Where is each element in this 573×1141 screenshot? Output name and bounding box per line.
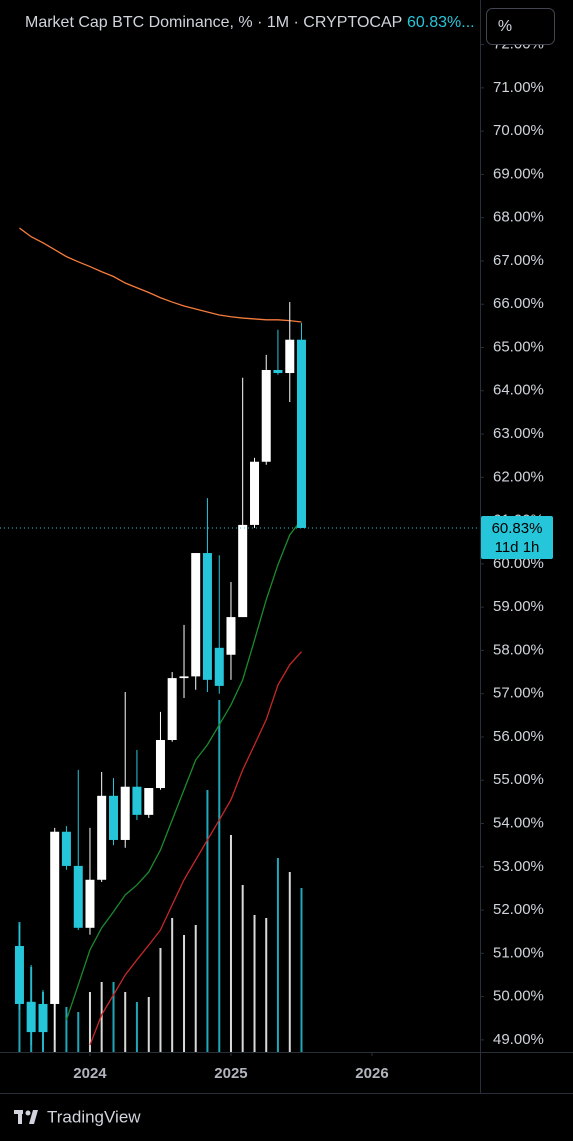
- candle-body: [261, 369, 271, 462]
- y-tick-label: 57.00%: [493, 685, 544, 702]
- candle-body: [38, 1003, 48, 1033]
- candle-body: [85, 879, 95, 928]
- volume-bar: [241, 885, 244, 1052]
- volume-bar: [112, 982, 115, 1052]
- candle-body: [50, 831, 60, 1004]
- y-tick-label: 49.00%: [493, 1031, 544, 1048]
- y-tick-label: 64.00%: [493, 382, 544, 399]
- volume-bar: [135, 1002, 138, 1052]
- candle-body: [179, 676, 189, 679]
- logo-part: [25, 1110, 31, 1116]
- candle-body: [144, 788, 154, 815]
- candle-body: [202, 553, 212, 680]
- y-tick-label: 54.00%: [493, 814, 544, 831]
- y-tick-label: 60.00%: [493, 555, 544, 572]
- volume-bar: [100, 982, 103, 1052]
- y-tick-label: 65.00%: [493, 338, 544, 355]
- x-tick-label: 2024: [73, 1065, 107, 1082]
- volume-bar: [265, 918, 268, 1052]
- volume-bar: [194, 925, 197, 1052]
- volume-bar: [147, 997, 150, 1052]
- y-tick-label: 69.00%: [493, 165, 544, 182]
- y-tick-label: 67.00%: [493, 252, 544, 269]
- x-tick-label: 2025: [214, 1065, 247, 1082]
- y-tick-label: 51.00%: [493, 944, 544, 961]
- y-tick-label: 71.00%: [493, 79, 544, 96]
- y-tick-label: 70.00%: [493, 122, 544, 139]
- candle-body: [120, 786, 130, 840]
- candle-body: [214, 647, 224, 686]
- ma-line: [65, 519, 302, 1021]
- axes: 49.00% 50.00% 51.00% 52.00% 53.00% 54.00% 55.0…: [73, 36, 553, 1082]
- volume-bar: [183, 935, 186, 1052]
- candle-body: [97, 795, 107, 880]
- logo-part: [29, 1110, 38, 1124]
- candle-body: [73, 865, 83, 928]
- candle-body: [273, 369, 283, 374]
- candle-body: [250, 461, 260, 525]
- candle-body: [26, 1001, 36, 1033]
- volume-bar: [253, 915, 256, 1052]
- volume-bar: [88, 992, 91, 1052]
- price-label: 60.83%: [492, 520, 543, 537]
- y-tick-label: 68.00%: [493, 209, 544, 226]
- volume-bar: [300, 888, 303, 1052]
- volume-bar: [171, 918, 174, 1052]
- y-tick-label: 63.00%: [493, 425, 544, 442]
- candle-body: [191, 553, 201, 677]
- logo: [14, 1110, 38, 1124]
- y-tick-label: 59.00%: [493, 598, 544, 615]
- volume-bar: [206, 790, 209, 1052]
- volume-bar: [159, 948, 162, 1052]
- x-tick-label: 2026: [355, 1065, 388, 1082]
- countdown: 11d 1h: [495, 539, 540, 556]
- candle-body: [167, 678, 177, 740]
- y-tick-label: 58.00%: [493, 641, 544, 658]
- candle-body: [296, 339, 306, 528]
- header-value: 60.83%...: [407, 14, 475, 31]
- plot-area: [0, 227, 480, 1052]
- brand: TradingView: [47, 1107, 141, 1126]
- volume-bar: [288, 872, 291, 1052]
- candle-body: [155, 739, 165, 789]
- volume-bar: [124, 992, 127, 1052]
- volume-bar: [276, 858, 279, 1052]
- scale-button-label[interactable]: %: [498, 18, 512, 35]
- y-tick-label: 50.00%: [493, 988, 544, 1005]
- y-tick-label: 66.00%: [493, 295, 544, 312]
- scale-button[interactable]: [486, 8, 555, 45]
- logo-part: [18, 1110, 22, 1124]
- y-tick-label: 53.00%: [493, 858, 544, 875]
- volume-bar: [65, 1007, 68, 1052]
- candle-body: [14, 945, 24, 1004]
- candle-body: [238, 524, 248, 618]
- y-tick-label: 55.00%: [493, 771, 544, 788]
- y-tick-label: 56.00%: [493, 728, 544, 745]
- candle-body: [109, 795, 119, 840]
- volume-bar: [77, 1012, 80, 1052]
- volume-bar: [218, 700, 221, 1052]
- candle-body: [132, 786, 142, 815]
- y-tick-label: 52.00%: [493, 901, 544, 918]
- ma-line: [89, 651, 302, 1046]
- chart-title: Market Cap BTC Dominance, % · 1M · CRYPT…: [25, 14, 402, 31]
- candle-body: [61, 831, 71, 866]
- price-label-box: [481, 515, 553, 559]
- candle-body: [285, 339, 295, 374]
- ma-line: [19, 227, 302, 323]
- volume-bar: [229, 835, 232, 1052]
- y-tick-label: 62.00%: [493, 468, 544, 485]
- candle-body: [226, 617, 236, 655]
